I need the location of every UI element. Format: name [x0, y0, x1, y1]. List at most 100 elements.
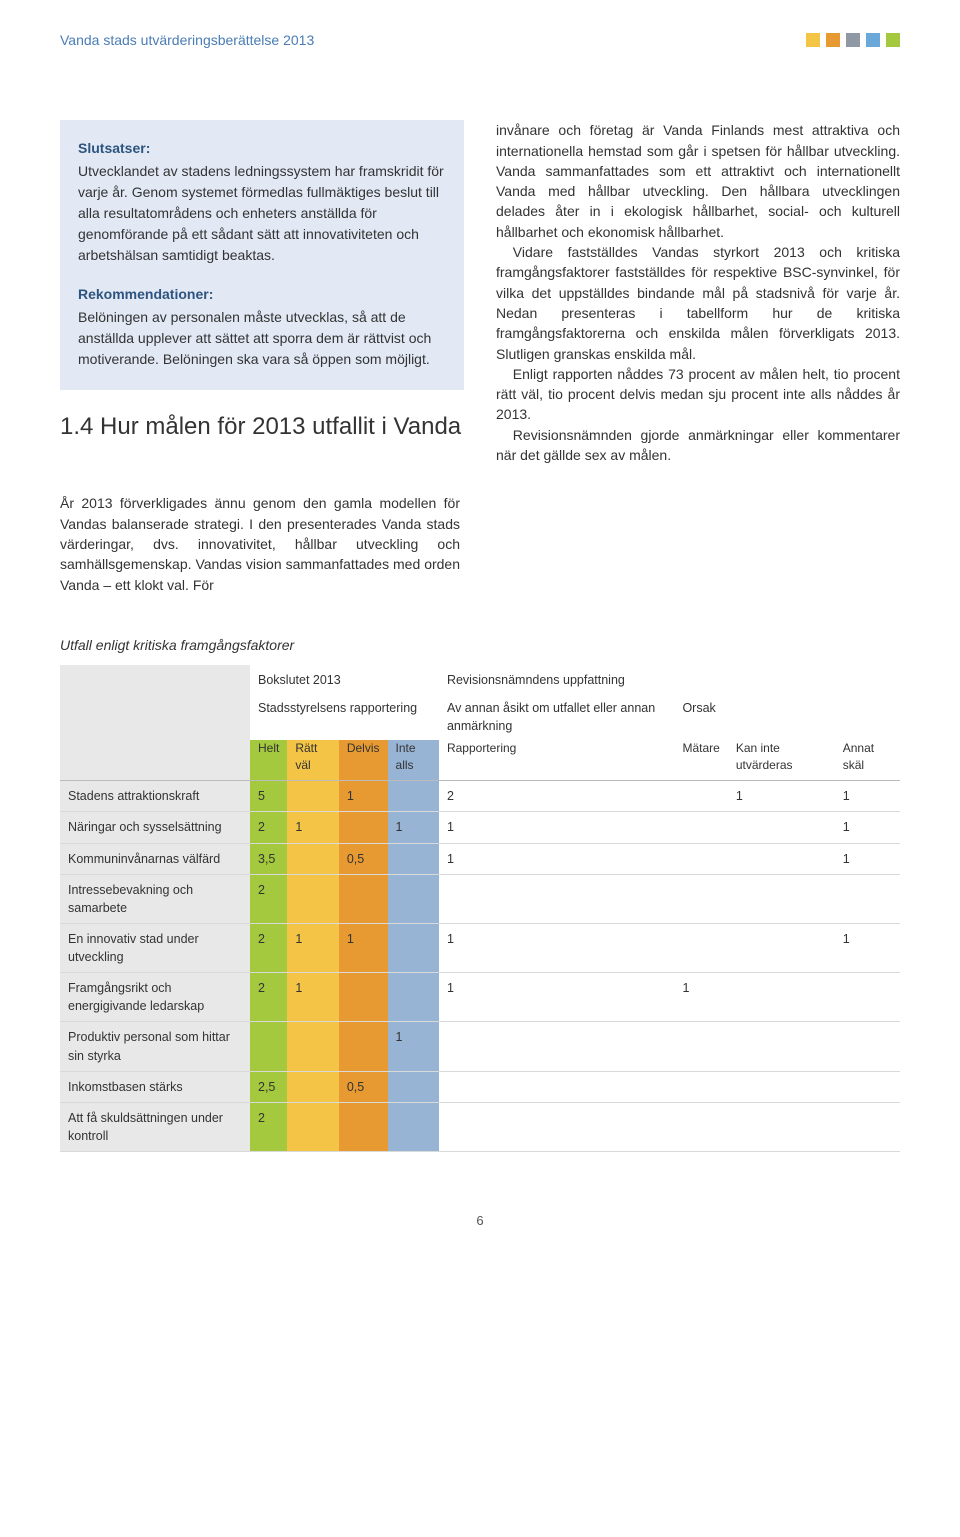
bridge-paragraph: År 2013 förverkligades ännu genom den ga…	[60, 493, 460, 594]
table-cell: 2	[250, 812, 287, 843]
table-cell: 1	[728, 781, 835, 812]
th-ratt: Rätt väl	[287, 740, 339, 781]
table-cell: 1	[674, 973, 727, 1022]
table-cell	[287, 1071, 339, 1102]
table-cell	[674, 874, 727, 923]
header-square	[806, 33, 820, 47]
section-heading: 1.4 Hur målen för 2013 utfallit i Vanda	[60, 412, 464, 442]
th-avannan: Av annan åsikt om utfallet eller annan a…	[439, 693, 675, 739]
table-cell	[388, 874, 439, 923]
table-cell	[439, 1022, 675, 1071]
table-cell	[287, 1022, 339, 1071]
th-rapport: Rapportering	[439, 740, 675, 781]
header-square	[886, 33, 900, 47]
table-caption: Utfall enligt kritiska framgångsfaktorer	[60, 635, 900, 655]
section-title: Hur målen för 2013 utfallit i Vanda	[100, 413, 461, 440]
th-intealls: Inte alls	[388, 740, 439, 781]
th-helt: Helt	[250, 740, 287, 781]
table-cell	[674, 1071, 727, 1102]
table-row: Näringar och sysselsättning21111	[60, 812, 900, 843]
table-cell: 1	[835, 843, 900, 874]
th-annat: Annat skäl	[835, 740, 900, 781]
section-number: 1.4	[60, 413, 93, 440]
table-cell: Näringar och sysselsättning	[60, 812, 250, 843]
table-cell: 2	[439, 781, 675, 812]
table-cell	[439, 874, 675, 923]
table-row: En innovativ stad under utveckling21111	[60, 923, 900, 972]
table-cell: Stadens attraktionskraft	[60, 781, 250, 812]
th-blank	[60, 665, 250, 693]
table-cell	[674, 1022, 727, 1071]
table-cell	[250, 1022, 287, 1071]
table-cell: Produktiv personal som hittar sin styrka	[60, 1022, 250, 1071]
table-cell: 1	[835, 923, 900, 972]
table-cell	[835, 874, 900, 923]
table-row: Framgångsrikt och energigivande ledarska…	[60, 973, 900, 1022]
table-row: Kommuninvånarnas välfärd3,50,511	[60, 843, 900, 874]
recommendations-title: Rekommendationer:	[78, 284, 446, 305]
table-body: Stadens attraktionskraft51211Näringar oc…	[60, 781, 900, 1152]
table-cell	[674, 812, 727, 843]
th-blank2	[60, 693, 250, 739]
table-cell: Att få skuldsättningen under kontroll	[60, 1102, 250, 1151]
table-cell	[835, 1102, 900, 1151]
table-cell: 0,5	[339, 1071, 388, 1102]
table-cell	[339, 1102, 388, 1151]
right-column: invånare och företag är Vanda Finlands m…	[496, 120, 900, 465]
right-p4: Revisionsnämnden gjorde anmärkningar ell…	[496, 425, 900, 466]
header-square	[826, 33, 840, 47]
table-cell	[674, 843, 727, 874]
table-cell: 1	[287, 923, 339, 972]
table-cell	[728, 874, 835, 923]
right-p3: Enligt rapporten nåddes 73 procent av må…	[496, 364, 900, 425]
table-cell: Intressebevakning och samarbete	[60, 874, 250, 923]
table-cell: 3,5	[250, 843, 287, 874]
table-cell	[728, 923, 835, 972]
table-cell: 1	[388, 1022, 439, 1071]
table-cell: 1	[287, 973, 339, 1022]
header-square	[866, 33, 880, 47]
table-cell: 2	[250, 1102, 287, 1151]
table-cell	[287, 843, 339, 874]
table-cell: 0,5	[339, 843, 388, 874]
table-cell	[388, 973, 439, 1022]
table-cell	[835, 1071, 900, 1102]
th-stadsstyrelsens: Stadsstyrelsens rapportering	[250, 693, 439, 739]
right-p1: invånare och företag är Vanda Finlands m…	[496, 120, 900, 242]
left-column: Slutsatser: Utvecklandet av stadens ledn…	[60, 120, 464, 465]
table-cell: 1	[835, 812, 900, 843]
th-kaninte: Kan inte utvärderas	[728, 740, 835, 781]
table-cell	[674, 781, 727, 812]
table-cell	[287, 781, 339, 812]
table-cell	[674, 923, 727, 972]
header-square	[846, 33, 860, 47]
table-cell	[728, 843, 835, 874]
table-cell: 1	[339, 781, 388, 812]
table-cell: 1	[339, 923, 388, 972]
table-cell	[339, 874, 388, 923]
table-cell: En innovativ stad under utveckling	[60, 923, 250, 972]
table-cell	[674, 1102, 727, 1151]
table-cell	[728, 1022, 835, 1071]
table-cell	[439, 1102, 675, 1151]
table-row: Stadens attraktionskraft51211	[60, 781, 900, 812]
table-cell: 1	[439, 923, 675, 972]
table-cell	[388, 1071, 439, 1102]
table-cell: 2	[250, 973, 287, 1022]
table-cell: 2	[250, 874, 287, 923]
table-cell: Framgångsrikt och energigivande ledarska…	[60, 973, 250, 1022]
th-revision: Revisionsnämndens uppfattning	[439, 665, 900, 693]
conclusions-text: Utvecklandet av stadens ledningssystem h…	[78, 161, 446, 266]
table-cell	[388, 923, 439, 972]
table-cell	[835, 973, 900, 1022]
table-cell: 1	[439, 973, 675, 1022]
page-number: 6	[60, 1212, 900, 1231]
recommendations-text: Belöningen av personalen måste utvecklas…	[78, 307, 446, 370]
upper-columns: Slutsatser: Utvecklandet av stadens ledn…	[60, 120, 900, 465]
table-cell: Inkomstbasen stärks	[60, 1071, 250, 1102]
th-delvis: Delvis	[339, 740, 388, 781]
table-cell	[439, 1071, 675, 1102]
results-table: Bokslutet 2013 Revisionsnämndens uppfatt…	[60, 665, 900, 1152]
header-squares	[806, 33, 900, 47]
table-cell	[728, 1071, 835, 1102]
